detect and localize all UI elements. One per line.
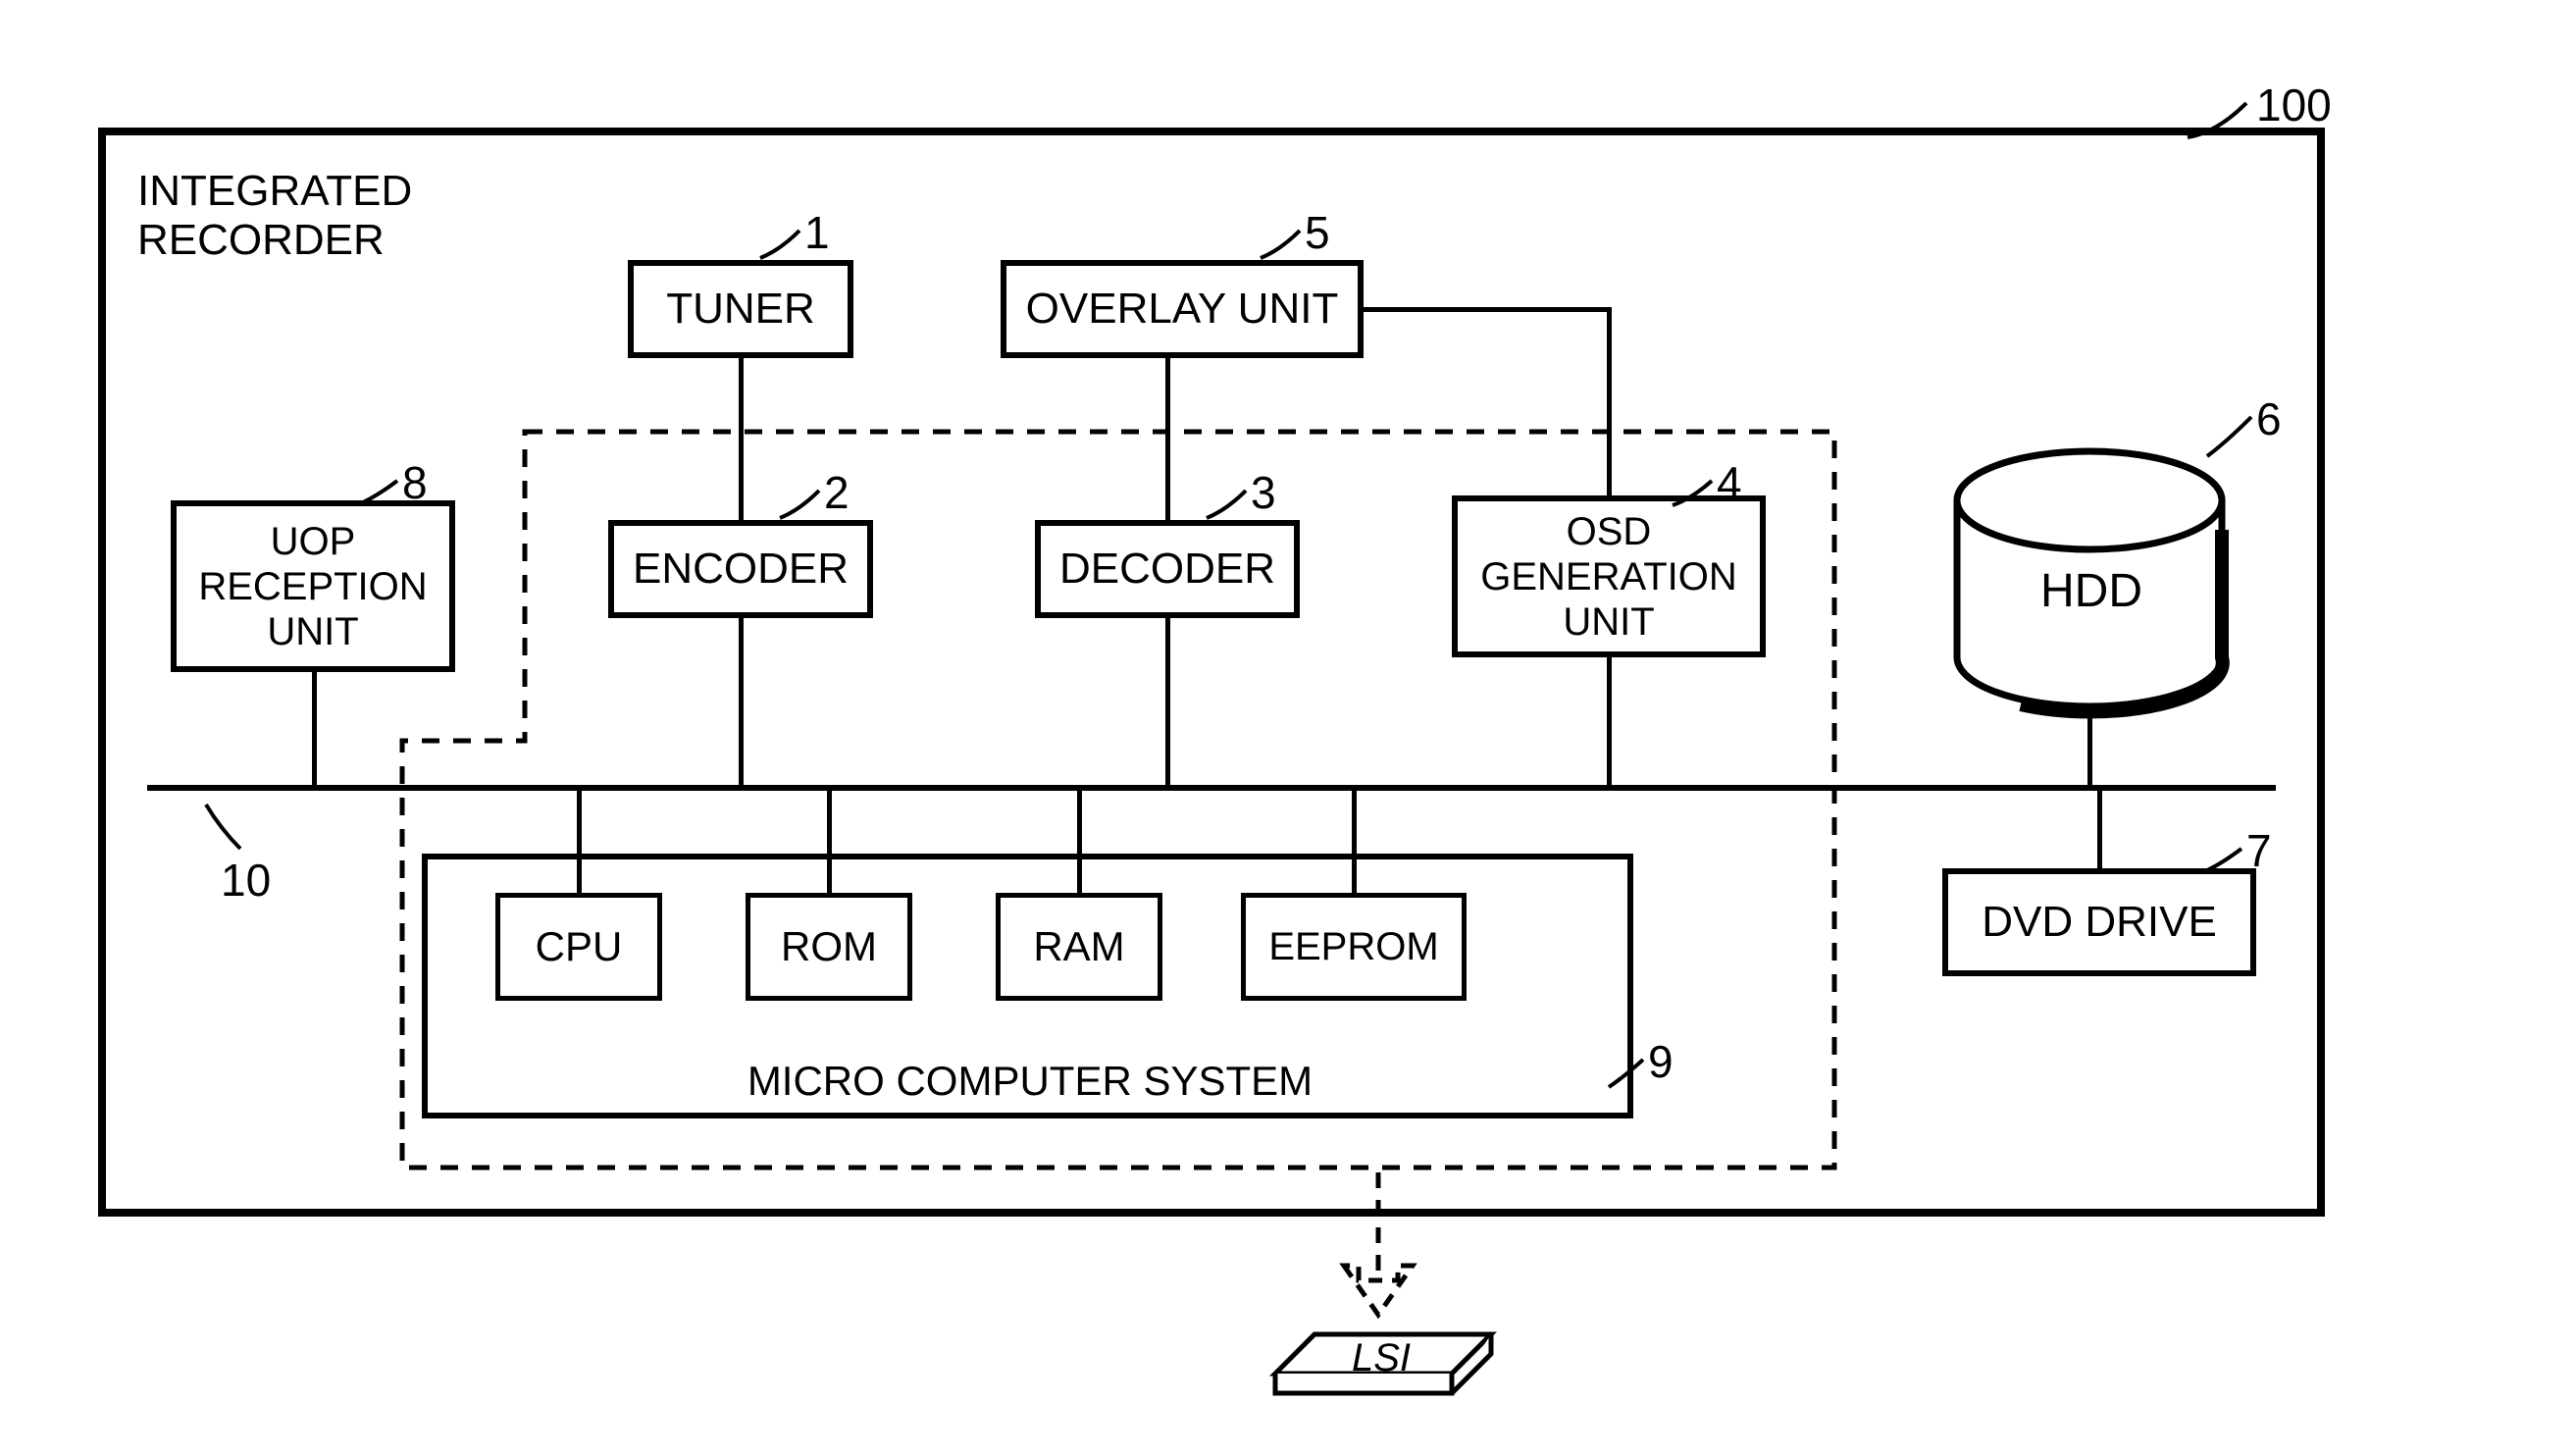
cpu-label: CPU <box>536 923 623 970</box>
ram-label: RAM <box>1033 923 1124 970</box>
conn-cpu-bus <box>577 785 582 893</box>
block-osd: OSD GENERATION UNIT <box>1452 495 1766 657</box>
overlay-label: OVERLAY UNIT <box>1026 285 1339 335</box>
rom-label: ROM <box>781 923 877 970</box>
conn-ram-bus <box>1077 785 1082 893</box>
block-rom: ROM <box>746 893 912 1001</box>
conn-overlay-osd <box>1607 307 1612 495</box>
ref-6: 6 <box>2256 392 2282 445</box>
conn-osd-bus <box>1607 657 1612 785</box>
ref-3: 3 <box>1251 466 1276 519</box>
block-eeprom: EEPROM <box>1241 893 1467 1001</box>
conn-uop-bus <box>312 672 317 785</box>
conn-overlay-decoder <box>1165 358 1170 520</box>
conn-overlay-h <box>1364 307 1609 312</box>
dvd-label: DVD DRIVE <box>1982 898 2217 948</box>
ref-9: 9 <box>1648 1035 1674 1088</box>
block-tuner: TUNER <box>628 260 853 358</box>
conn-eeprom-bus <box>1352 785 1357 893</box>
ref-1: 1 <box>804 206 830 259</box>
hdd-label: HDD <box>2040 564 2142 618</box>
conn-encoder-bus <box>739 618 744 785</box>
osd-label: OSD GENERATION UNIT <box>1480 509 1737 645</box>
outer-title: INTEGRATED RECORDER <box>137 167 412 265</box>
ref-4: 4 <box>1717 456 1742 509</box>
ref-10: 10 <box>221 854 271 907</box>
conn-decoder-bus <box>1165 618 1170 785</box>
uop-label: UOP RECEPTION UNIT <box>198 519 427 654</box>
conn-tuner-encoder <box>739 358 744 520</box>
block-cpu: CPU <box>495 893 662 1001</box>
block-overlay: OVERLAY UNIT <box>1001 260 1364 358</box>
integrated-recorder-diagram: INTEGRATED RECORDER 100 10 TUNER 1 ENCOD… <box>0 0 2576 1455</box>
ref-7: 7 <box>2246 824 2272 877</box>
tuner-label: TUNER <box>666 285 815 335</box>
block-ram: RAM <box>996 893 1162 1001</box>
block-decoder: DECODER <box>1035 520 1300 618</box>
ref-5: 5 <box>1305 206 1330 259</box>
block-dvd: DVD DRIVE <box>1942 868 2256 976</box>
eeprom-label: EEPROM <box>1268 925 1438 969</box>
ref-8: 8 <box>402 456 428 509</box>
mcs-title: MICRO COMPUTER SYSTEM <box>687 1058 1373 1105</box>
conn-rom-bus <box>827 785 832 893</box>
decoder-label: DECODER <box>1059 545 1275 595</box>
conn-dvd-bus <box>2097 785 2102 868</box>
block-encoder: ENCODER <box>608 520 873 618</box>
ref-100: 100 <box>2256 78 2332 131</box>
encoder-label: ENCODER <box>633 545 849 595</box>
lsi-label: LSI <box>1352 1336 1411 1380</box>
system-bus <box>147 785 2276 791</box>
ref-2: 2 <box>824 466 850 519</box>
conn-hdd-bus <box>2087 706 2092 785</box>
block-uop: UOP RECEPTION UNIT <box>171 500 455 672</box>
